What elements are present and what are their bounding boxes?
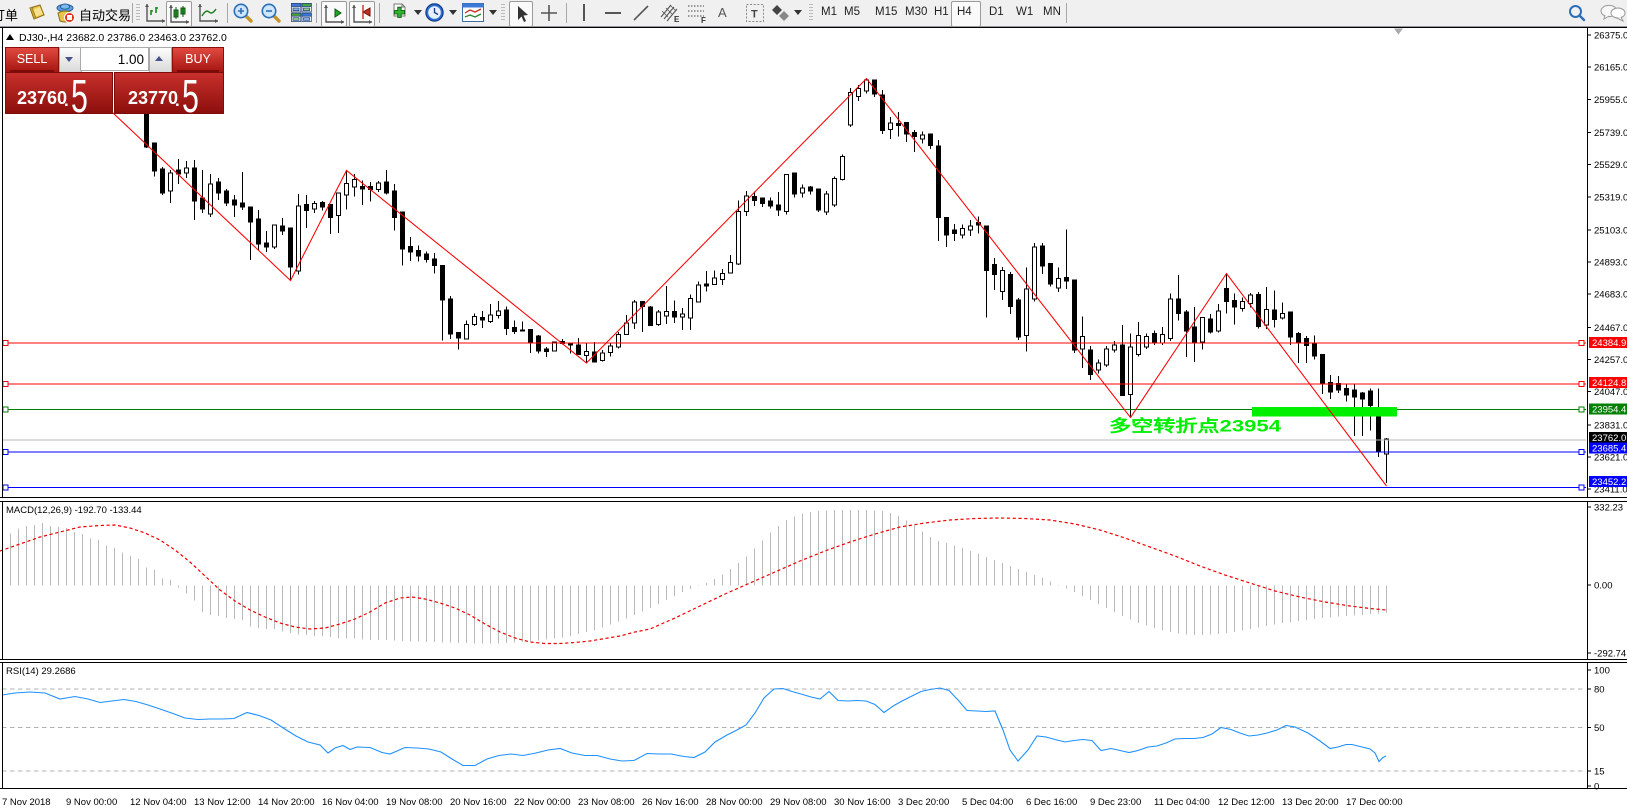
svg-text:23452.2: 23452.2 <box>1592 477 1626 488</box>
svg-text:多空转折点23954: 多空转折点23954 <box>1109 416 1282 436</box>
svg-text:13 Dec 20:00: 13 Dec 20:00 <box>1282 797 1339 808</box>
svg-text:15: 15 <box>1594 767 1605 778</box>
svg-text:E: E <box>674 15 680 23</box>
svg-text:5 Dec 04:00: 5 Dec 04:00 <box>962 797 1013 808</box>
svg-text:332.23: 332.23 <box>1594 503 1623 514</box>
svg-text:6 Dec 16:00: 6 Dec 16:00 <box>1026 797 1077 808</box>
svg-text:7 Nov 2018: 7 Nov 2018 <box>2 797 51 808</box>
svg-text:50: 50 <box>1594 723 1605 734</box>
svg-text:MACD(12,26,9) -192.70 -133.44: MACD(12,26,9) -192.70 -133.44 <box>6 505 142 516</box>
svg-text:29 Nov 08:00: 29 Nov 08:00 <box>770 797 827 808</box>
svg-text:25739.0: 25739.0 <box>1594 128 1627 139</box>
svg-text:9 Nov 00:00: 9 Nov 00:00 <box>66 797 117 808</box>
svg-text:25103.0: 25103.0 <box>1594 225 1627 236</box>
svg-text:100: 100 <box>1594 666 1610 677</box>
svg-text:24047.0: 24047.0 <box>1594 387 1627 398</box>
svg-text:23762.0: 23762.0 <box>1592 433 1626 444</box>
svg-text:0.00: 0.00 <box>1594 581 1613 592</box>
svg-text:23 Nov 08:00: 23 Nov 08:00 <box>578 797 635 808</box>
svg-text:23621.0: 23621.0 <box>1594 453 1627 464</box>
svg-text:80: 80 <box>1594 685 1605 696</box>
svg-text:T: T <box>751 9 758 21</box>
svg-text:16 Nov 04:00: 16 Nov 04:00 <box>322 797 379 808</box>
svg-text:24467.0: 24467.0 <box>1594 323 1627 334</box>
svg-text:24384.9: 24384.9 <box>1592 338 1626 349</box>
svg-text:12 Dec 12:00: 12 Dec 12:00 <box>1218 797 1275 808</box>
svg-text:19 Nov 08:00: 19 Nov 08:00 <box>386 797 443 808</box>
svg-text:26375.0: 26375.0 <box>1594 31 1627 42</box>
svg-text:24683.0: 24683.0 <box>1594 290 1627 301</box>
svg-text:11 Dec 04:00: 11 Dec 04:00 <box>1154 797 1210 808</box>
svg-text:20 Nov 16:00: 20 Nov 16:00 <box>450 797 507 808</box>
svg-text:DJ30-,H4 23682.0 23786.0 2346: DJ30-,H4 23682.0 23786.0 23463.0 23762.0 <box>19 32 227 44</box>
svg-text:24893.0: 24893.0 <box>1594 258 1627 269</box>
svg-text:23685.4: 23685.4 <box>1592 444 1626 455</box>
svg-text:9 Dec 23:00: 9 Dec 23:00 <box>1090 797 1141 808</box>
svg-text:25529.0: 25529.0 <box>1594 160 1627 171</box>
svg-text:3 Dec 20:00: 3 Dec 20:00 <box>898 797 949 808</box>
svg-text:25319.0: 25319.0 <box>1594 192 1627 203</box>
svg-text:-292.74: -292.74 <box>1594 649 1626 660</box>
svg-text:24124.8: 24124.8 <box>1592 378 1626 389</box>
svg-text:25955.0: 25955.0 <box>1594 95 1627 106</box>
svg-text:26 Nov 16:00: 26 Nov 16:00 <box>642 797 699 808</box>
svg-text:0: 0 <box>1594 782 1599 793</box>
svg-text:23411.0: 23411.0 <box>1594 485 1627 496</box>
svg-text:13 Nov 12:00: 13 Nov 12:00 <box>194 797 251 808</box>
svg-text:F: F <box>701 16 706 23</box>
svg-text:26165.0: 26165.0 <box>1594 63 1627 74</box>
svg-text:23831.0: 23831.0 <box>1594 420 1627 431</box>
svg-text:RSI(14) 29.2686: RSI(14) 29.2686 <box>6 666 76 677</box>
svg-text:23954.4: 23954.4 <box>1592 405 1626 416</box>
svg-text:17 Dec 00:00: 17 Dec 00:00 <box>1346 797 1403 808</box>
svg-text:30 Nov 16:00: 30 Nov 16:00 <box>834 797 891 808</box>
svg-text:12 Nov 04:00: 12 Nov 04:00 <box>130 797 187 808</box>
svg-text:14 Nov 20:00: 14 Nov 20:00 <box>258 797 315 808</box>
svg-text:28 Nov 00:00: 28 Nov 00:00 <box>706 797 763 808</box>
svg-text:22 Nov 00:00: 22 Nov 00:00 <box>514 797 571 808</box>
svg-text:24257.0: 24257.0 <box>1594 355 1627 366</box>
